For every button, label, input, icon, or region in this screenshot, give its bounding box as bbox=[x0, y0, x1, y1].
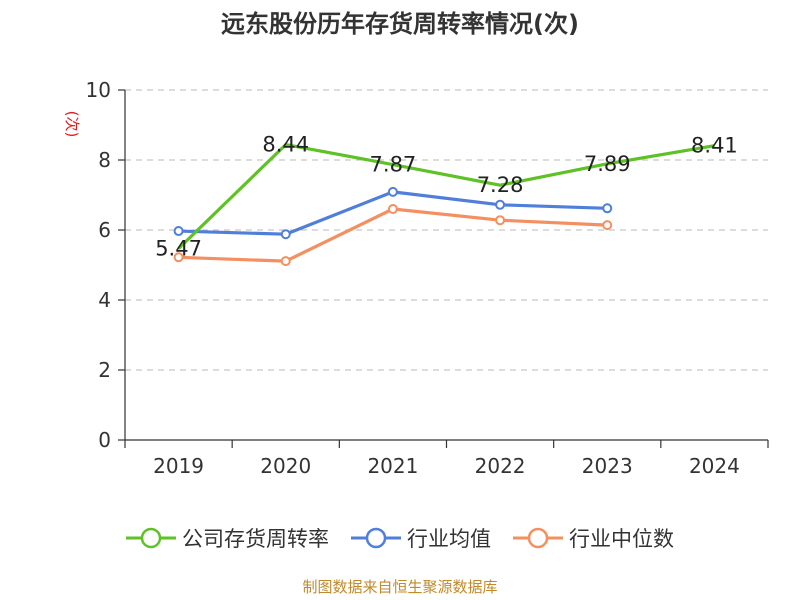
y-tick-label: 4 bbox=[98, 288, 111, 312]
x-tick-label: 2022 bbox=[475, 454, 526, 478]
y-tick-label: 2 bbox=[98, 358, 111, 382]
series-point-2 bbox=[602, 203, 613, 214]
legend-item-3[interactable]: 行业中位数 bbox=[513, 523, 674, 553]
data-label: 7.89 bbox=[584, 152, 631, 176]
legend-label: 公司存货周转率 bbox=[182, 527, 329, 551]
legend-marker-icon bbox=[513, 527, 563, 549]
series-point-3 bbox=[280, 256, 291, 267]
series-point-3 bbox=[495, 215, 506, 226]
series-point-2 bbox=[495, 199, 506, 210]
series-point-2 bbox=[387, 186, 398, 197]
data-label: 5.47 bbox=[155, 237, 202, 261]
y-tick-label: 6 bbox=[98, 218, 111, 242]
series-point-3 bbox=[602, 220, 613, 231]
series-point-2 bbox=[280, 229, 291, 240]
y-tick-label: 0 bbox=[98, 428, 111, 452]
x-tick-label: 2021 bbox=[367, 454, 418, 478]
y-tick-label: 8 bbox=[98, 148, 111, 172]
chart-title: 远东股份历年存货周转率情况(次) bbox=[221, 10, 579, 38]
data-label: 8.41 bbox=[691, 134, 738, 158]
x-tick-label: 2019 bbox=[153, 454, 204, 478]
x-tick-label: 2023 bbox=[582, 454, 633, 478]
series-line-3 bbox=[178, 207, 608, 263]
y-axis-label: (次) bbox=[63, 111, 81, 138]
series-point-3 bbox=[173, 252, 184, 263]
legend-label: 行业中位数 bbox=[569, 527, 674, 551]
series-line-1 bbox=[177, 143, 715, 250]
data-label: 8.44 bbox=[262, 133, 309, 157]
chart-legend: 公司存货周转率 行业均值 行业中位数 bbox=[0, 518, 800, 558]
data-label: 7.28 bbox=[477, 173, 524, 197]
y-tick-label: 10 bbox=[86, 78, 111, 102]
legend-label: 行业均值 bbox=[407, 527, 491, 551]
series-point-2 bbox=[173, 226, 184, 237]
legend-item-1[interactable]: 公司存货周转率 bbox=[126, 523, 329, 553]
legend-item-2[interactable]: 行业均值 bbox=[351, 523, 491, 553]
data-label: 7.87 bbox=[370, 153, 417, 177]
legend-marker-icon bbox=[351, 527, 401, 549]
legend-marker-icon bbox=[126, 527, 176, 549]
x-tick-label: 2020 bbox=[260, 454, 311, 478]
series-point-3 bbox=[387, 204, 398, 214]
x-tick-label: 2024 bbox=[689, 454, 740, 478]
data-source-note: 制图数据来自恒生聚源数据库 bbox=[302, 578, 498, 596]
